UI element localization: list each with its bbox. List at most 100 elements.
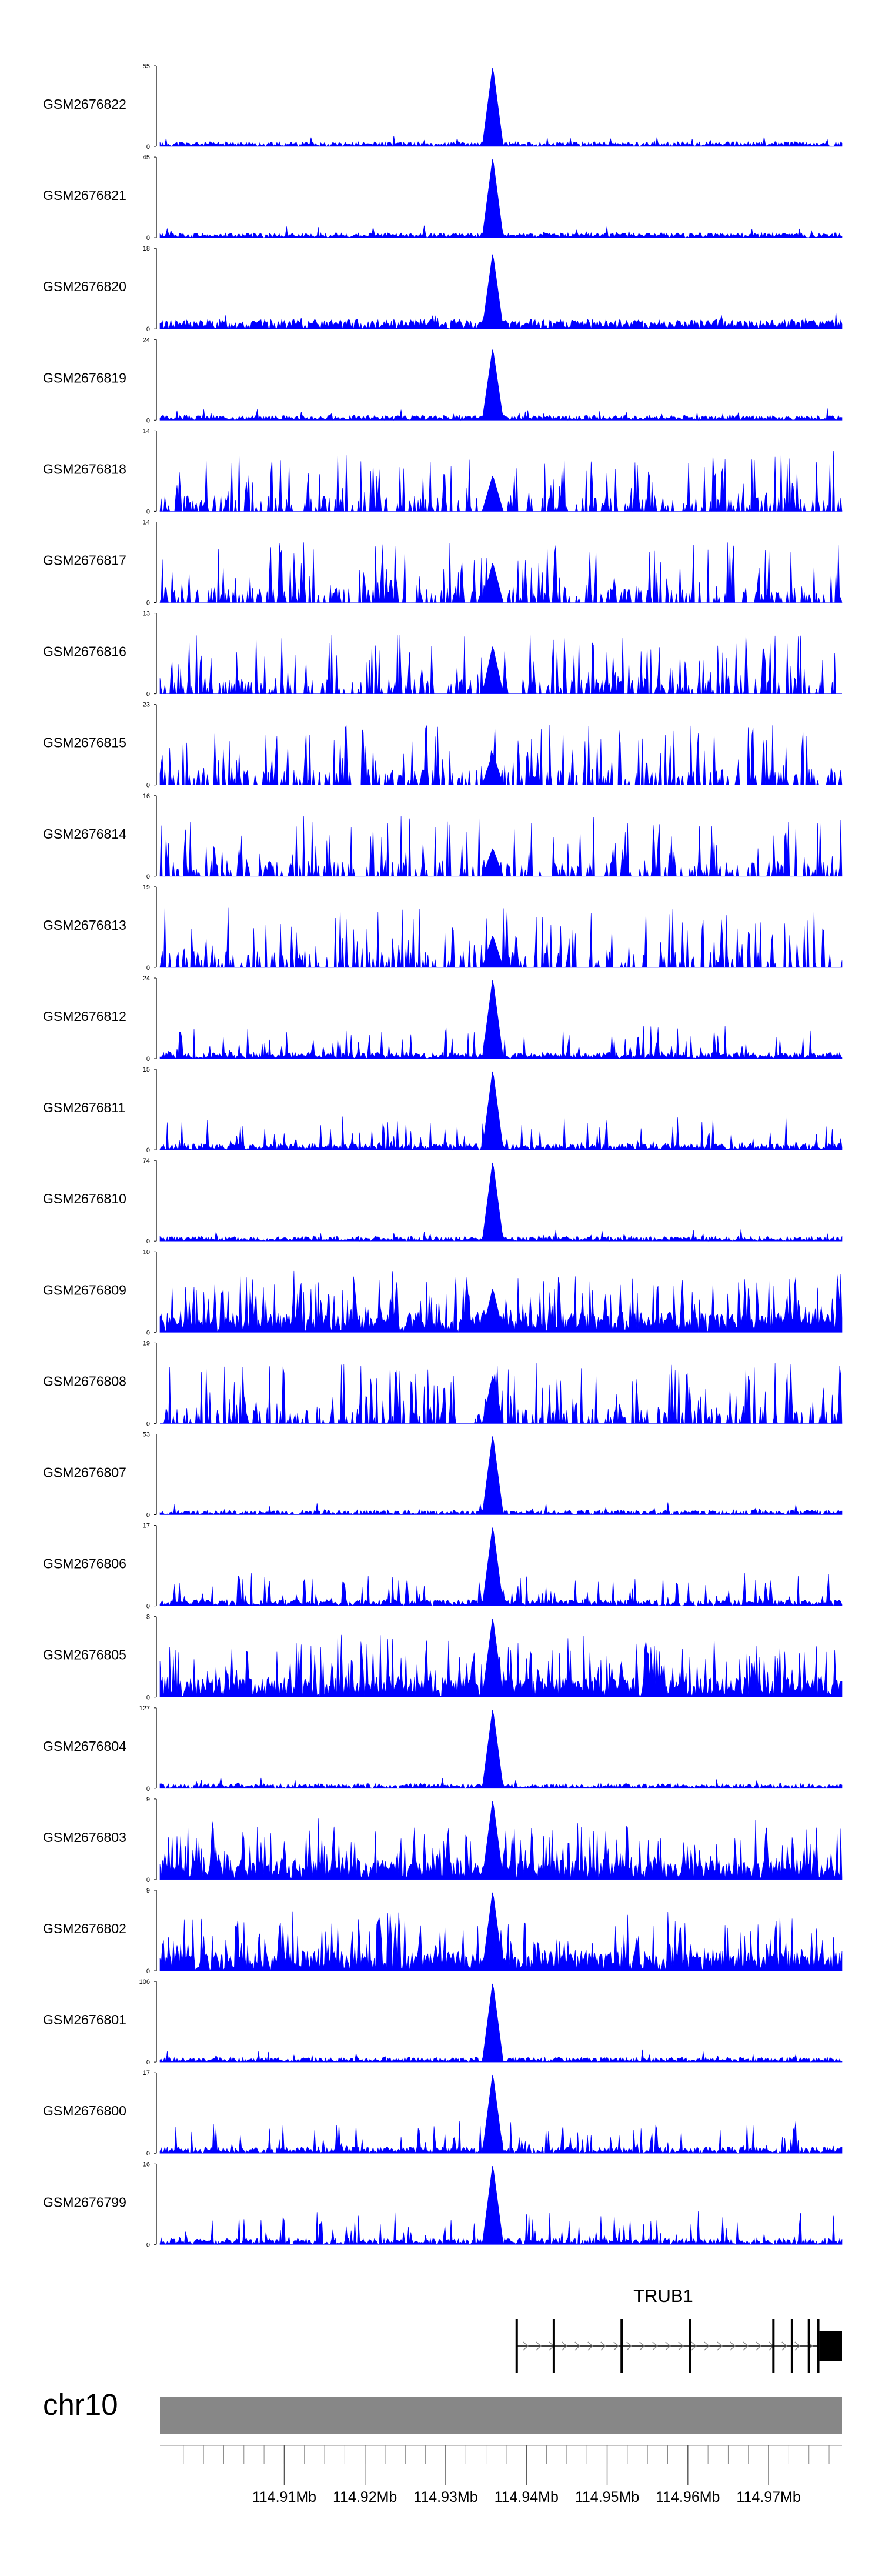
strand-arrow bbox=[665, 2341, 671, 2351]
y-max-label: 8 bbox=[146, 1614, 150, 1621]
y-min-label: 0 bbox=[146, 2059, 150, 2066]
coverage-area bbox=[159, 2074, 843, 2154]
gene-track: TRUB1 bbox=[515, 2285, 842, 2373]
track-label: GSM2676819 bbox=[43, 370, 126, 385]
y-max-label: 13 bbox=[143, 610, 150, 618]
gene-exon bbox=[817, 2319, 820, 2373]
y-max-label: 10 bbox=[143, 1249, 150, 1256]
coverage-area bbox=[159, 159, 843, 239]
genome-axis: chr10 114.91Mb 114.92Mb 114.93Mb 114.94Mb 11… bbox=[43, 2388, 842, 2505]
strand-arrow bbox=[704, 2341, 710, 2351]
y-max-label: 74 bbox=[143, 1157, 150, 1164]
strand-arrow bbox=[743, 2341, 749, 2351]
y-max-label: 9 bbox=[146, 1796, 150, 1803]
gene-exon bbox=[772, 2319, 775, 2373]
gene-exon bbox=[552, 2319, 555, 2373]
coverage-area bbox=[159, 68, 843, 148]
y-max-label: 127 bbox=[139, 1705, 150, 1712]
tick-label: 114.97Mb bbox=[736, 2489, 800, 2505]
track-label: GSM2676807 bbox=[43, 1465, 126, 1480]
track-GSM2676809: GSM2676809 10 0 bbox=[43, 1249, 843, 1336]
tick-label: 114.92Mb bbox=[333, 2489, 397, 2505]
coverage-area bbox=[159, 2166, 843, 2245]
y-min-label: 0 bbox=[146, 782, 150, 789]
y-max-label: 15 bbox=[143, 1066, 150, 1073]
track-GSM2676815: GSM2676815 23 0 bbox=[43, 702, 843, 789]
coverage-area bbox=[159, 816, 843, 877]
y-max-label: 16 bbox=[143, 2161, 150, 2168]
strand-arrow bbox=[717, 2341, 723, 2351]
coverage-area bbox=[159, 907, 843, 968]
track-label: GSM2676818 bbox=[43, 461, 126, 476]
track-label: GSM2676816 bbox=[43, 644, 126, 659]
strand-arrow bbox=[652, 2341, 658, 2351]
track-GSM2676808: GSM2676808 19 0 bbox=[43, 1340, 843, 1427]
y-max-label: 55 bbox=[143, 63, 150, 70]
tick-label: 114.96Mb bbox=[656, 2489, 720, 2505]
strand-arrow bbox=[678, 2341, 684, 2351]
y-min-label: 0 bbox=[146, 1420, 150, 1427]
track-GSM2676819: GSM2676819 24 0 bbox=[43, 336, 843, 424]
coverage-area bbox=[159, 725, 843, 785]
track-GSM2676812: GSM2676812 24 0 bbox=[43, 975, 843, 1063]
coverage-area bbox=[159, 1892, 843, 1971]
track-label: GSM2676814 bbox=[43, 826, 126, 842]
coverage-tracks: GSM2676822550GSM2676821450GSM2676820180G… bbox=[43, 63, 843, 2248]
coverage-area bbox=[159, 980, 843, 1059]
strand-arrow bbox=[626, 2341, 632, 2351]
tick-label: 114.91Mb bbox=[252, 2489, 316, 2505]
track-label: GSM2676800 bbox=[43, 2103, 126, 2118]
y-max-label: 14 bbox=[143, 519, 150, 526]
strand-arrow bbox=[574, 2341, 580, 2351]
strand-arrow bbox=[691, 2341, 697, 2351]
coverage-area bbox=[159, 349, 843, 421]
track-label: GSM2676810 bbox=[43, 1191, 126, 1206]
track-label: GSM2676812 bbox=[43, 1009, 126, 1024]
track-GSM2676817: GSM2676817 14 0 bbox=[43, 519, 843, 607]
y-min-label: 0 bbox=[146, 1512, 150, 1519]
y-max-label: 9 bbox=[146, 1887, 150, 1894]
strand-arrow bbox=[536, 2341, 542, 2351]
track-label: GSM2676805 bbox=[43, 1647, 126, 1663]
y-max-label: 45 bbox=[143, 154, 150, 161]
y-max-label: 17 bbox=[143, 1523, 150, 1530]
coverage-area bbox=[159, 1983, 843, 2063]
track-GSM2676805: GSM2676805 8 0 bbox=[43, 1614, 843, 1701]
track-label: GSM2676822 bbox=[43, 96, 126, 112]
chromosome-label: chr10 bbox=[43, 2388, 118, 2421]
y-max-label: 106 bbox=[139, 1978, 150, 1986]
y-max-label: 17 bbox=[143, 2070, 150, 2077]
y-min-label: 0 bbox=[146, 2241, 150, 2248]
track-label: GSM2676813 bbox=[43, 917, 126, 933]
track-GSM2676810: GSM2676810 74 0 bbox=[43, 1157, 843, 1245]
y-max-label: 16 bbox=[143, 793, 150, 800]
strand-arrow bbox=[613, 2341, 619, 2351]
y-max-label: 14 bbox=[143, 428, 150, 435]
y-min-label: 0 bbox=[146, 1056, 150, 1063]
tick-label: 114.94Mb bbox=[495, 2489, 559, 2505]
y-max-label: 24 bbox=[143, 336, 150, 343]
coverage-area bbox=[159, 542, 843, 603]
y-min-label: 0 bbox=[146, 691, 150, 698]
y-min-label: 0 bbox=[146, 508, 150, 515]
strand-arrow bbox=[730, 2341, 736, 2351]
coverage-area bbox=[159, 1527, 843, 1607]
track-label: GSM2676815 bbox=[43, 735, 126, 750]
gene-exon bbox=[620, 2319, 623, 2373]
track-GSM2676811: GSM2676811 15 0 bbox=[43, 1066, 843, 1154]
coverage-area bbox=[159, 1619, 843, 1697]
tick-label: 114.93Mb bbox=[413, 2489, 477, 2505]
track-GSM2676804: GSM2676804 127 0 bbox=[43, 1705, 843, 1793]
track-label: GSM2676820 bbox=[43, 279, 126, 294]
strand-arrow bbox=[562, 2341, 567, 2351]
track-label: GSM2676821 bbox=[43, 188, 126, 203]
y-max-label: 23 bbox=[143, 702, 150, 709]
coverage-area bbox=[159, 1162, 843, 1242]
y-min-label: 0 bbox=[146, 1329, 150, 1336]
track-label: GSM2676804 bbox=[43, 1739, 126, 1754]
track-GSM2676807: GSM2676807 53 0 bbox=[43, 1432, 843, 1519]
y-max-label: 19 bbox=[143, 1340, 150, 1347]
track-GSM2676820: GSM2676820 18 0 bbox=[43, 245, 843, 333]
y-max-label: 53 bbox=[143, 1432, 150, 1439]
track-label: GSM2676801 bbox=[43, 2012, 126, 2027]
